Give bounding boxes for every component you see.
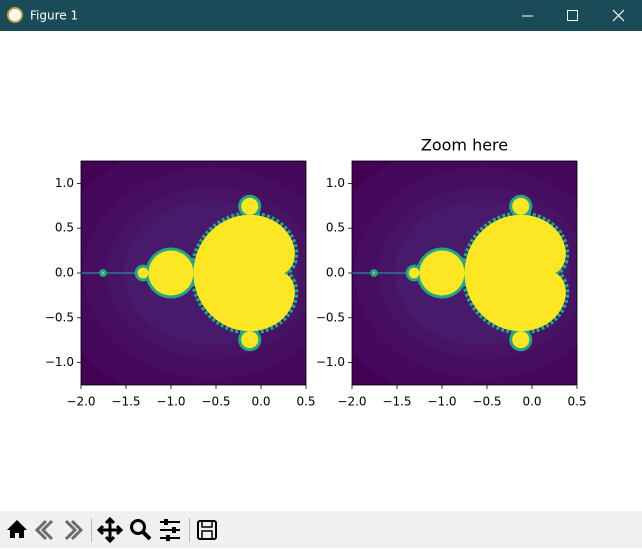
set-bulb	[241, 331, 258, 348]
set-bulb	[512, 198, 529, 215]
set-bulb	[241, 198, 258, 215]
set-bulb	[102, 272, 104, 274]
x-tick-label: −2.0	[337, 395, 366, 409]
x-tick-label: 0.5	[567, 395, 586, 409]
y-tick-label: 0.5	[326, 221, 345, 235]
x-tick-label: 0.0	[251, 395, 270, 409]
y-tick-label: 1.0	[326, 176, 345, 190]
title-bar	[0, 0, 642, 31]
axes-title: Zoom here	[421, 136, 508, 155]
toolbar	[0, 511, 642, 548]
x-tick-label: −1.0	[427, 395, 456, 409]
app-icon	[8, 8, 22, 22]
y-tick-label: −0.5	[45, 310, 74, 324]
y-tick-label: 0.5	[55, 221, 74, 235]
set-bulb	[512, 331, 529, 348]
y-tick-label: −1.0	[316, 355, 345, 369]
x-tick-label: 0.5	[296, 395, 315, 409]
set-bulb	[138, 268, 149, 279]
x-tick-label: −1.5	[111, 395, 140, 409]
x-tick-label: −0.5	[472, 395, 501, 409]
x-tick-label: −1.5	[382, 395, 411, 409]
set-bulb	[149, 251, 194, 296]
set-bulb	[373, 272, 375, 274]
y-tick-label: −0.5	[316, 310, 345, 324]
y-tick-label: 0.0	[55, 266, 74, 280]
window-title: Figure 1	[30, 9, 78, 23]
x-tick-label: −0.5	[201, 395, 230, 409]
x-tick-label: −2.0	[66, 395, 95, 409]
configure-button[interactable]	[160, 519, 180, 541]
set-bulb	[420, 251, 465, 296]
x-tick-label: −1.0	[156, 395, 185, 409]
set-bulb	[409, 268, 420, 279]
y-tick-label: 0.0	[326, 266, 345, 280]
y-tick-label: −1.0	[45, 355, 74, 369]
x-tick-label: 0.0	[522, 395, 541, 409]
y-tick-label: 1.0	[55, 176, 74, 190]
